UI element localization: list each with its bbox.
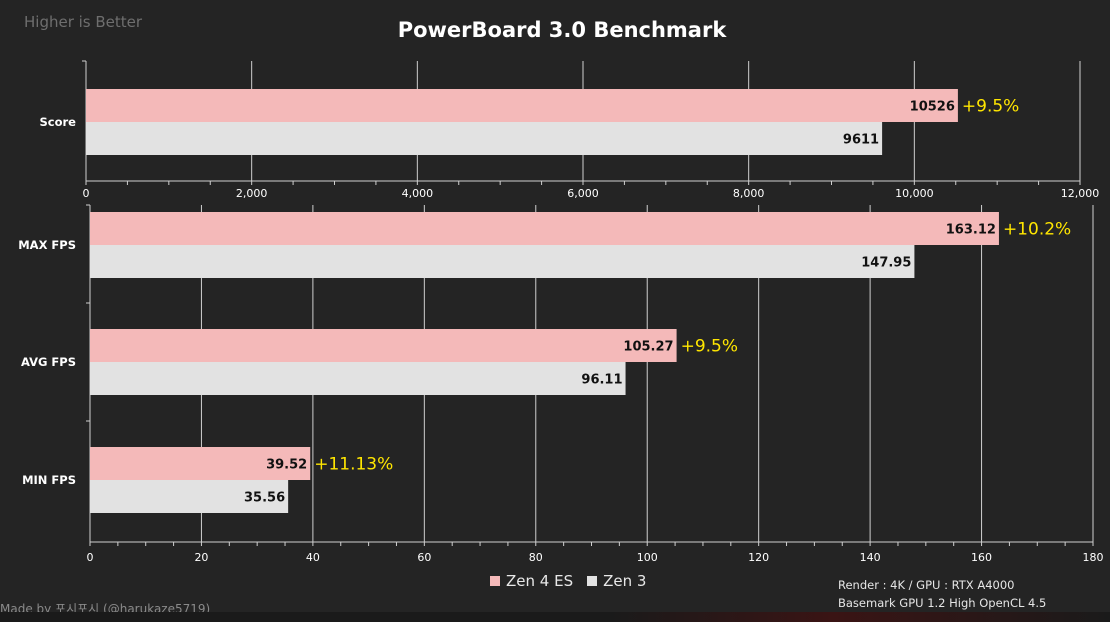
legend-item-zen4: Zen 4 ES — [490, 572, 573, 590]
delta-annotation-avg-fps: +9.5% — [681, 337, 738, 357]
bar-zen4-avg-fps — [90, 329, 677, 362]
legend: Zen 4 ES Zen 3 — [490, 572, 660, 590]
bar-zen4-min-fps — [90, 447, 311, 480]
x-tick-label-p1: 120 — [748, 551, 769, 564]
bar-zen3-min-fps — [90, 480, 289, 513]
x-tick-label-p1: 20 — [194, 551, 208, 564]
category-label-score: Score — [40, 115, 77, 129]
bar-zen4-max-fps — [90, 212, 999, 245]
delta-annotation-score: +9.5% — [962, 97, 1019, 117]
bar-zen4-score — [86, 89, 958, 122]
bottom-strip — [0, 612, 1110, 622]
bar-value-label-zen3: 96.11 — [581, 373, 622, 388]
bar-value-label-zen3: 9611 — [843, 133, 879, 148]
x-tick-label-p0: 8,000 — [733, 187, 765, 200]
bar-zen3-score — [86, 122, 883, 155]
x-tick-label-p0: 12,000 — [1061, 187, 1100, 200]
category-label-max-fps: MAX FPS — [18, 238, 76, 252]
delta-annotation-min-fps: +11.13% — [314, 455, 393, 475]
bar-value-label-zen4: 10526 — [910, 100, 955, 115]
legend-item-zen3: Zen 3 — [587, 572, 646, 590]
legend-label-zen4: Zen 4 ES — [506, 572, 574, 590]
bar-zen3-avg-fps — [90, 362, 626, 395]
legend-label-zen3: Zen 3 — [603, 572, 647, 590]
x-tick-label-p1: 60 — [417, 551, 431, 564]
category-label-min-fps: MIN FPS — [22, 473, 76, 487]
footnote: Render : 4K / GPU : RTX A4000 Basemark G… — [838, 576, 1046, 612]
bar-value-label-zen4: 105.27 — [623, 340, 673, 355]
x-tick-label-p1: 160 — [971, 551, 992, 564]
bar-value-label-zen4: 39.52 — [266, 458, 307, 473]
x-tick-label-p0: 10,000 — [895, 187, 934, 200]
bar-value-label-zen4: 163.12 — [946, 223, 996, 238]
x-tick-label-p1: 40 — [306, 551, 320, 564]
x-tick-label-p1: 140 — [860, 551, 881, 564]
higher-is-better-note: Higher is Better — [24, 13, 143, 31]
x-tick-label-p1: 0 — [87, 551, 94, 564]
legend-swatch-zen4 — [490, 576, 500, 586]
footnote-line-2: Basemark GPU 1.2 High OpenCL 4.5 — [838, 596, 1047, 610]
x-tick-label-p0: 4,000 — [402, 187, 434, 200]
footnote-line-1: Render : 4K / GPU : RTX A4000 — [838, 578, 1015, 592]
delta-annotation-max-fps: +10.2% — [1003, 220, 1071, 240]
category-label-avg-fps: AVG FPS — [21, 355, 76, 369]
x-tick-label-p1: 100 — [637, 551, 658, 564]
bar-zen3-max-fps — [90, 245, 915, 278]
x-tick-label-p1: 80 — [529, 551, 543, 564]
bar-value-label-zen3: 147.95 — [861, 256, 911, 271]
legend-swatch-zen3 — [587, 576, 598, 586]
x-tick-label-p0: 6,000 — [567, 187, 599, 200]
bar-value-label-zen3: 35.56 — [244, 491, 285, 506]
x-tick-label-p1: 180 — [1083, 551, 1104, 564]
x-tick-label-p0: 2,000 — [236, 187, 268, 200]
chart-title: PowerBoard 3.0 Benchmark — [397, 18, 727, 42]
x-tick-label-p0: 0 — [83, 187, 90, 200]
